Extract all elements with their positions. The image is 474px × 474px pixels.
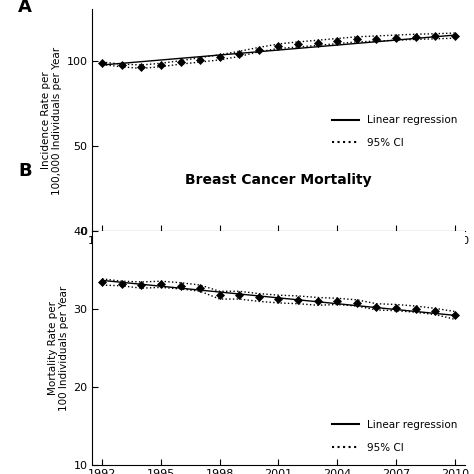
Legend: Linear regression, 95% CI: Linear regression, 95% CI — [328, 111, 461, 152]
Text: B: B — [18, 162, 32, 180]
Text: Breast Cancer Mortality: Breast Cancer Mortality — [185, 173, 372, 187]
Y-axis label: Incidence Rate per
100,000 Individuals per Year: Incidence Rate per 100,000 Individuals p… — [41, 46, 63, 194]
Y-axis label: Mortality Rate per
100 Individuals per Year: Mortality Rate per 100 Individuals per Y… — [48, 285, 69, 410]
Legend: Linear regression, 95% CI: Linear regression, 95% CI — [328, 416, 461, 457]
Text: A: A — [18, 0, 32, 17]
X-axis label: Year: Year — [263, 252, 294, 265]
